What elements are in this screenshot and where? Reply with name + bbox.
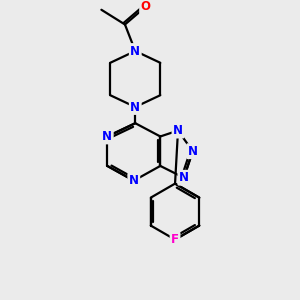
Text: N: N xyxy=(130,44,140,58)
Text: N: N xyxy=(130,100,140,113)
Text: N: N xyxy=(102,130,112,143)
Text: N: N xyxy=(188,145,198,158)
Text: N: N xyxy=(129,174,139,187)
Text: N: N xyxy=(179,171,189,184)
Text: F: F xyxy=(171,233,179,246)
Text: N: N xyxy=(173,124,183,137)
Text: O: O xyxy=(141,0,151,13)
